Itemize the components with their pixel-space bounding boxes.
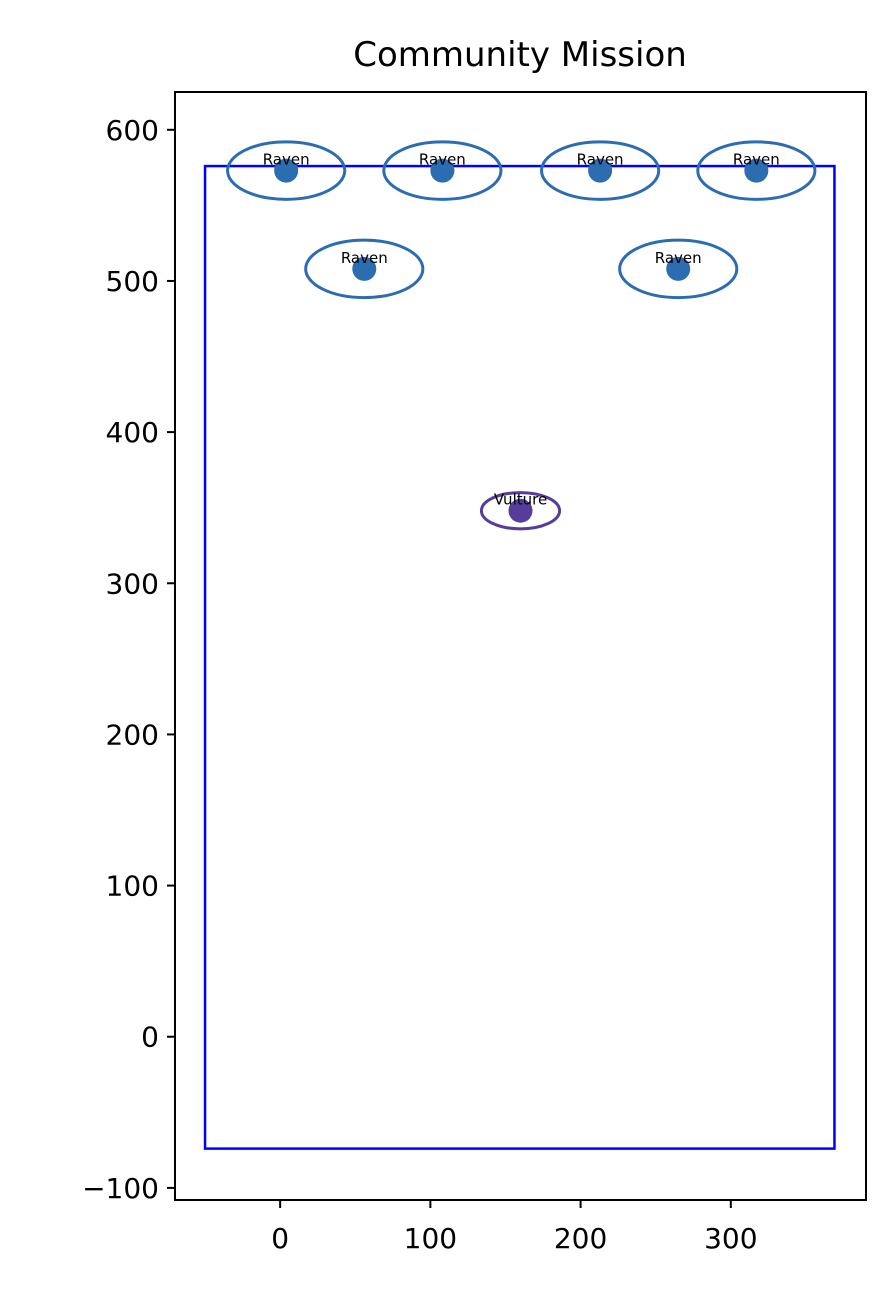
point-vulture-6: Vulture — [479, 491, 562, 531]
point-label: Raven — [733, 151, 780, 169]
point-label: Raven — [341, 249, 388, 267]
point-label: Raven — [263, 151, 310, 169]
point-marker — [352, 256, 377, 281]
point-range-ellipse — [618, 238, 739, 300]
y-tick-label: 400 — [106, 416, 159, 449]
point-range-ellipse — [696, 140, 817, 201]
x-tick-label: 300 — [704, 1222, 757, 1255]
y-tick-label: 500 — [106, 265, 159, 298]
y-tick-label: 200 — [106, 718, 159, 751]
x-tick-label: 100 — [404, 1222, 457, 1255]
point-raven-5: Raven — [618, 238, 739, 300]
point-marker — [274, 158, 299, 183]
point-marker — [744, 158, 769, 183]
point-range-ellipse — [479, 491, 562, 531]
point-label: Raven — [577, 151, 624, 169]
point-raven-3: Raven — [696, 140, 817, 201]
y-tick-label: 100 — [106, 870, 159, 903]
point-label: Raven — [655, 249, 702, 267]
x-axis: 0 100 200 300 — [271, 1200, 758, 1255]
y-tick-label: 0 — [141, 1021, 159, 1054]
point-label: Vulture — [494, 491, 547, 509]
boundary-layer — [203, 164, 836, 1150]
point-range-ellipse — [226, 140, 347, 201]
point-range-ellipse — [304, 238, 425, 300]
point-raven-0: Raven — [226, 140, 347, 201]
x-tick-label: 200 — [554, 1222, 607, 1255]
point-raven-4: Raven — [304, 238, 425, 300]
point-range-ellipse — [540, 140, 661, 201]
point-marker — [666, 256, 691, 281]
point-range-ellipse — [382, 140, 503, 201]
y-tick-label: 300 — [106, 567, 159, 600]
point-raven-1: Raven — [382, 140, 503, 201]
y-axis: −100 0 100 200 300 400 500 600 — [82, 114, 175, 1205]
point-label: Raven — [419, 151, 466, 169]
point-marker — [508, 498, 533, 523]
chart-title: Community Mission — [353, 35, 687, 75]
point-marker — [430, 158, 455, 183]
point-marker — [588, 158, 613, 183]
points-layer: Raven Raven Raven Raven Raven Raven Vulture — [226, 140, 817, 531]
y-tick-label: 600 — [106, 114, 159, 147]
x-tick-label: 0 — [271, 1222, 289, 1255]
plot-frame — [174, 91, 867, 1201]
mission-boundary — [203, 164, 836, 1150]
y-tick-label: −100 — [82, 1172, 159, 1205]
point-raven-2: Raven — [540, 140, 661, 201]
